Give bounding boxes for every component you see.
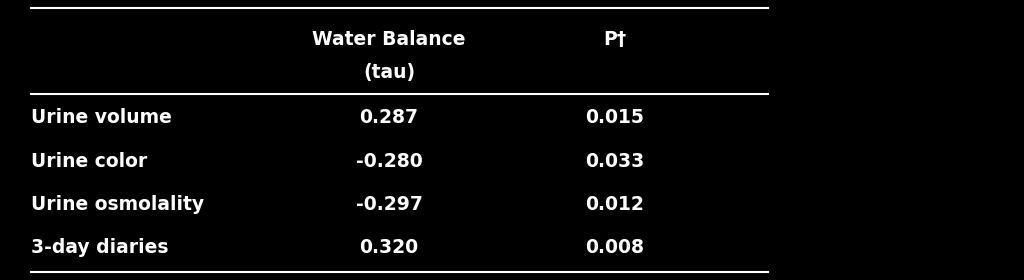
Text: P†: P† [603,30,626,49]
Text: 0.320: 0.320 [359,238,419,257]
Text: Urine osmolality: Urine osmolality [31,195,204,214]
Text: (tau): (tau) [364,63,415,82]
Text: 0.012: 0.012 [585,195,644,214]
Text: 0.287: 0.287 [359,108,419,127]
Text: Urine color: Urine color [31,151,147,171]
Text: -0.297: -0.297 [355,195,423,214]
Text: -0.280: -0.280 [355,151,423,171]
Text: Water Balance: Water Balance [312,30,466,49]
Text: 0.008: 0.008 [585,238,644,257]
Text: 0.015: 0.015 [585,108,644,127]
Text: 0.033: 0.033 [585,151,644,171]
Text: 3-day diaries: 3-day diaries [31,238,168,257]
Text: Urine volume: Urine volume [31,108,172,127]
